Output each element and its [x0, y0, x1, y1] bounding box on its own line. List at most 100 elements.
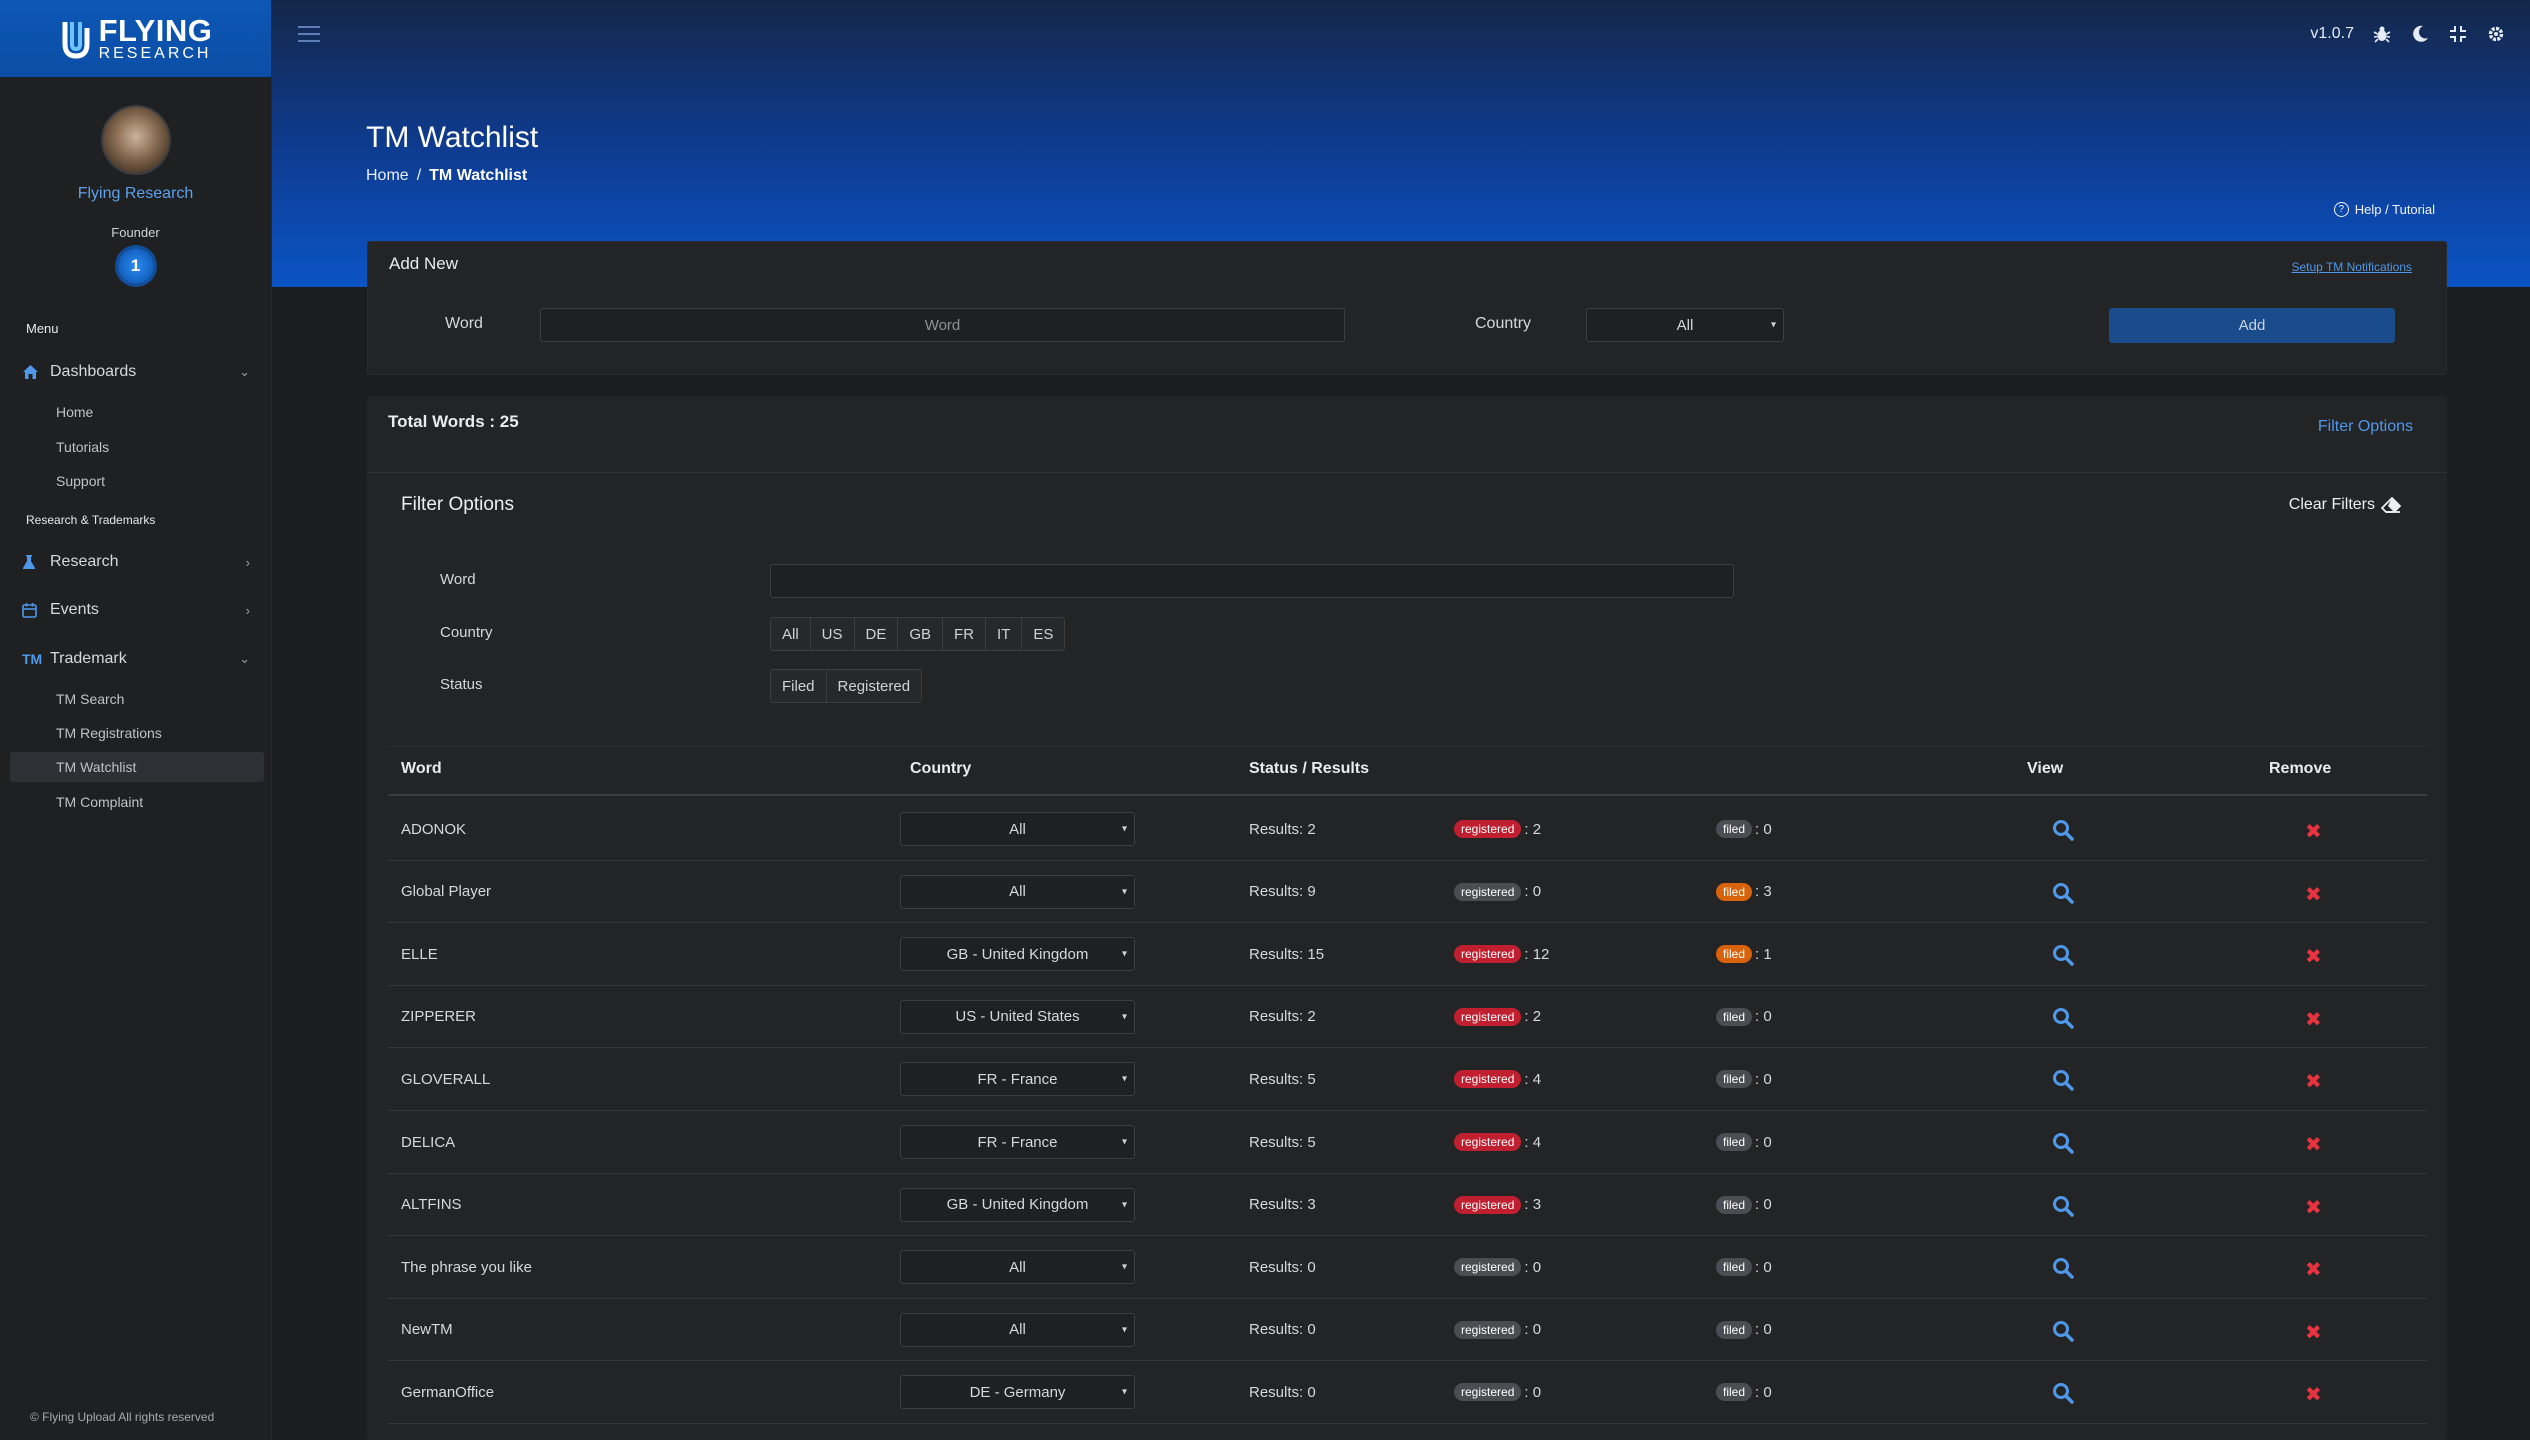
search-icon[interactable]: [2051, 1381, 2075, 1405]
remove-icon[interactable]: ✖: [2305, 1321, 2322, 1344]
row-country-select[interactable]: All ▾: [900, 874, 1135, 909]
moon-icon[interactable]: [2410, 24, 2430, 44]
filed-count: : 0: [1755, 1383, 1772, 1401]
sidebar-item-dashboards[interactable]: Dashboards ⌄: [22, 357, 250, 387]
row-results: Results: 9: [1249, 883, 1316, 901]
remove-icon[interactable]: ✖: [2305, 883, 2322, 906]
row-results: Results: 2: [1249, 820, 1316, 838]
brand-logo[interactable]: FLYING RESEARCH: [0, 0, 271, 77]
search-icon[interactable]: [2051, 1068, 2075, 1092]
country-filter-it[interactable]: IT: [986, 618, 1023, 650]
remove-icon[interactable]: ✖: [2305, 1196, 2322, 1219]
remove-icon[interactable]: ✖: [2305, 946, 2322, 969]
row-country-select[interactable]: FR - France ▾: [900, 1125, 1135, 1159]
search-icon[interactable]: [2051, 1194, 2075, 1218]
clear-filters-button[interactable]: Clear Filters: [2289, 496, 2401, 514]
brand-subname: RESEARCH: [98, 45, 212, 62]
sidebar-item-events[interactable]: Events ›: [22, 595, 250, 625]
sidebar-item-trademark[interactable]: TM Trademark ⌄: [22, 644, 250, 674]
table-row: NewTM All ▾ Results: 0 registered: 0 filed: 0…: [388, 1299, 2427, 1362]
row-registered: registered: 0: [1454, 1361, 1541, 1423]
row-country-select[interactable]: FR - France ▾: [900, 1062, 1135, 1097]
chevron-down-icon: ▾: [1770, 319, 1776, 331]
row-results: Results: 5: [1249, 1133, 1316, 1151]
search-icon[interactable]: [2051, 881, 2075, 905]
filter-word-input[interactable]: [770, 564, 1734, 598]
country-filter-gb[interactable]: GB: [898, 618, 944, 650]
search-icon[interactable]: [2051, 1131, 2075, 1155]
breadcrumb-separator: /: [416, 167, 422, 184]
row-country-select[interactable]: GB - United Kingdom ▾: [900, 1187, 1135, 1222]
row-filed: filed: 0: [1716, 1048, 1772, 1110]
sidebar-item-tm-registrations[interactable]: TM Registrations: [56, 725, 162, 741]
search-icon[interactable]: [2051, 1319, 2075, 1343]
sidebar-item-tm-watchlist[interactable]: TM Watchlist: [10, 752, 264, 782]
help-tutorial-link[interactable]: ? Help / Tutorial: [2333, 202, 2435, 217]
remove-icon[interactable]: ✖: [2305, 1008, 2322, 1031]
bug-icon[interactable]: [2372, 24, 2392, 44]
add-new-card: Add New Setup TM Notifications Word Coun…: [367, 241, 2447, 375]
sidebar-item-research[interactable]: Research ›: [22, 547, 250, 577]
row-registered: registered: 4: [1454, 1111, 1541, 1173]
setup-notifications-link[interactable]: Setup TM Notifications: [2291, 260, 2413, 274]
sidebar-item-tm-complaint[interactable]: TM Complaint: [56, 794, 144, 810]
hamburger-menu-icon[interactable]: [298, 26, 320, 47]
row-country-select[interactable]: GB - United Kingdom ▾: [900, 937, 1135, 972]
row-country-select[interactable]: All ▾: [900, 1250, 1135, 1285]
row-results: Results: 2: [1249, 1008, 1316, 1026]
profile-name[interactable]: Flying Research: [77, 185, 194, 202]
add-button[interactable]: Add: [2109, 308, 2395, 343]
chevron-down-icon: ▾: [1121, 886, 1127, 898]
registered-count: : 2: [1524, 820, 1542, 838]
trademark-icon: TM: [22, 651, 43, 667]
filter-options-toggle[interactable]: Filter Options: [2317, 418, 2413, 435]
search-icon[interactable]: [2051, 818, 2075, 842]
status-filter-filed[interactable]: Filed: [771, 670, 827, 702]
sidebar-item-label: Trademark: [50, 650, 127, 667]
breadcrumb-home[interactable]: Home: [366, 167, 409, 184]
column-header-status[interactable]: Status / Results: [1249, 760, 1370, 777]
filed-count: : 0: [1755, 1258, 1772, 1276]
sidebar-item-home[interactable]: Home: [56, 404, 94, 420]
row-filed: filed: 0: [1716, 1174, 1772, 1236]
chevron-down-icon: ▾: [1121, 1386, 1127, 1398]
row-country-select[interactable]: US - United States ▾: [900, 999, 1135, 1034]
row-country-value: All: [1009, 1258, 1026, 1276]
gear-icon[interactable]: [2486, 24, 2506, 44]
search-icon[interactable]: [2051, 943, 2075, 967]
country-filter-fr[interactable]: FR: [943, 618, 987, 650]
remove-icon[interactable]: ✖: [2305, 1384, 2322, 1407]
country-filter-de[interactable]: DE: [854, 618, 899, 650]
sidebar-item-support[interactable]: Support: [56, 473, 106, 489]
search-icon[interactable]: [2051, 1256, 2075, 1280]
chevron-down-icon: ▾: [1121, 823, 1127, 835]
compress-icon[interactable]: [2448, 24, 2468, 44]
remove-icon[interactable]: ✖: [2305, 1134, 2322, 1156]
status-filter-group: Filed Registered: [770, 669, 923, 703]
sidebar-item-tm-search[interactable]: TM Search: [56, 691, 125, 707]
sidebar-item-tutorials[interactable]: Tutorials: [56, 439, 110, 455]
column-header-word[interactable]: Word: [401, 760, 442, 777]
search-icon[interactable]: [2051, 1006, 2075, 1030]
remove-icon[interactable]: ✖: [2305, 1071, 2322, 1094]
country-select[interactable]: All ▾: [1586, 308, 1784, 342]
filter-options-title: Filter Options: [401, 494, 514, 515]
row-word: ADONOK: [401, 820, 467, 838]
country-filter-es[interactable]: ES: [1022, 618, 1065, 650]
country-filter-us[interactable]: US: [810, 618, 855, 650]
row-country-select[interactable]: All ▾: [900, 1312, 1135, 1347]
sidebar: FLYING RESEARCH Flying Research Founder …: [0, 0, 272, 1440]
country-filter-all[interactable]: All: [771, 618, 811, 650]
remove-icon[interactable]: ✖: [2305, 1259, 2322, 1282]
avatar[interactable]: [100, 105, 171, 175]
remove-icon[interactable]: ✖: [2305, 821, 2322, 843]
row-registered: registered: 2: [1454, 798, 1541, 860]
status-filter-registered[interactable]: Registered: [826, 670, 922, 702]
row-country-select[interactable]: All ▾: [900, 812, 1135, 846]
column-header-country[interactable]: Country: [910, 760, 972, 777]
row-results: Results: 0: [1249, 1258, 1316, 1276]
row-filed: filed: 0: [1716, 1361, 1772, 1423]
country-select-value: All: [1676, 316, 1694, 334]
row-country-select[interactable]: DE - Germany ▾: [900, 1375, 1135, 1410]
word-input[interactable]: [540, 308, 1345, 342]
